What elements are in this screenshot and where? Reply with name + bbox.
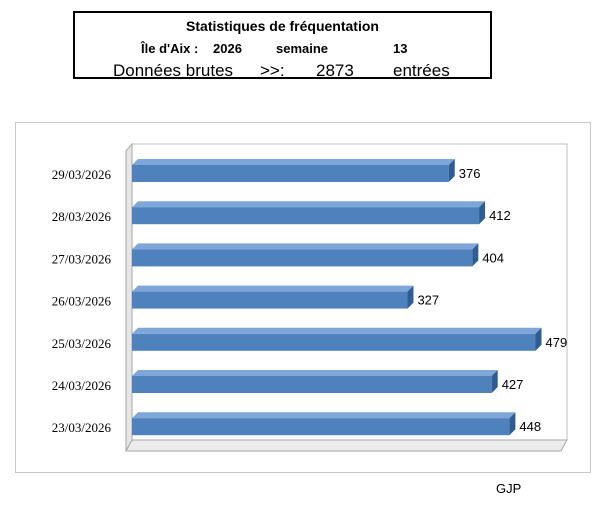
bar-side	[407, 285, 414, 309]
header-title: Statistiques de fréquentation	[186, 18, 379, 34]
header-year: 2026	[213, 41, 242, 56]
bar-group: 427 24/03/2026	[52, 370, 524, 393]
bar-group: 327 26/03/2026	[52, 285, 439, 309]
header-box: Statistiques de fréquentation Île d'Aix …	[73, 11, 492, 80]
bar	[132, 291, 408, 309]
bar-side	[472, 243, 479, 267]
bar-value-label: 427	[502, 377, 524, 392]
bar-side	[479, 201, 486, 225]
bar-top	[132, 327, 542, 334]
bar-top	[132, 243, 479, 250]
header-arrow: >>:	[260, 61, 285, 80]
header-unit: entrées	[393, 61, 450, 80]
bar-group: 448 23/03/2026	[52, 412, 541, 436]
bar-side	[509, 412, 516, 436]
category-label: 26/03/2026	[52, 294, 112, 309]
header-week-number: 13	[393, 41, 408, 56]
category-label: 24/03/2026	[52, 378, 112, 393]
bar-top	[132, 370, 498, 376]
bar-side	[448, 159, 455, 182]
bar	[132, 376, 492, 393]
bar-value-label: 479	[546, 335, 568, 350]
bar-top	[132, 285, 414, 292]
bar	[132, 333, 536, 351]
bar	[132, 165, 449, 182]
category-label: 23/03/2026	[52, 420, 112, 435]
header-total: 2873	[316, 61, 354, 80]
header-raw-label: Données brutes	[113, 61, 234, 80]
bar	[132, 249, 473, 267]
bar-value-label: 448	[519, 419, 541, 434]
bar-group: 404 27/03/2026	[52, 243, 504, 267]
bar-side	[491, 370, 498, 393]
category-label: 27/03/2026	[52, 251, 112, 266]
credit-text: GJP	[496, 481, 522, 496]
bar-top	[132, 412, 516, 419]
bar-group: 376 29/03/2026	[52, 159, 481, 182]
bar-value-label: 412	[489, 208, 511, 223]
category-label: 25/03/2026	[52, 336, 112, 351]
category-label: 29/03/2026	[52, 167, 112, 182]
bar-value-label: 327	[417, 293, 439, 308]
bar-top	[132, 159, 455, 165]
bar	[132, 207, 480, 225]
bar-side	[535, 327, 542, 351]
bar-top	[132, 201, 486, 208]
bar-value-label: 376	[459, 166, 481, 181]
bar-group: 479 25/03/2026	[52, 327, 568, 351]
plot-left-wall	[125, 142, 133, 452]
category-label: 28/03/2026	[52, 209, 112, 224]
header-location: Île d'Aix :	[141, 41, 199, 56]
header-week-label: semaine	[276, 41, 329, 56]
plot-floor	[125, 439, 568, 452]
bar-value-label: 404	[482, 250, 504, 265]
bar	[132, 418, 510, 436]
bar-group: 412 28/03/2026	[52, 201, 511, 225]
